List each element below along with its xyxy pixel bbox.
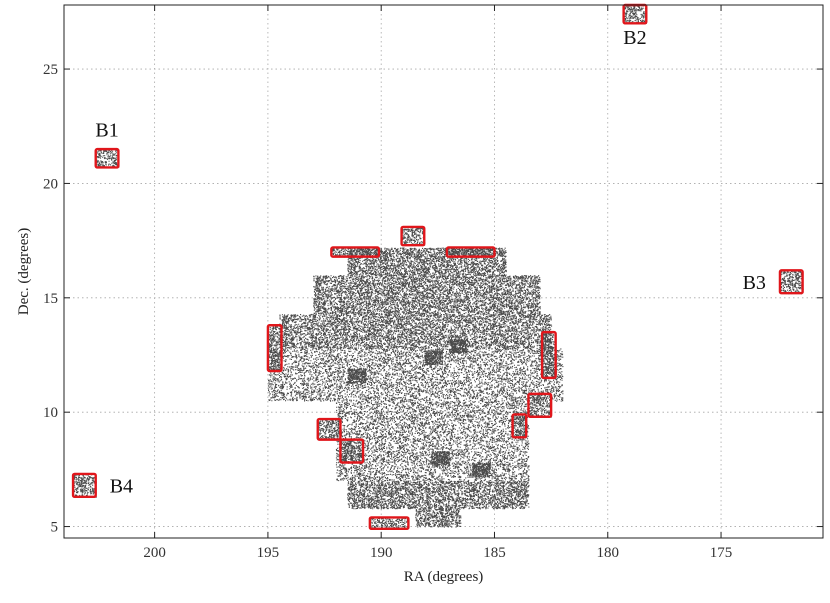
x-tick-label: 185: [483, 545, 506, 561]
y-tick-label: 10: [43, 405, 58, 421]
x-tick-label: 195: [257, 545, 280, 561]
x-tick-label: 175: [710, 545, 733, 561]
y-axis-label: Dec. (degrees): [16, 228, 32, 315]
field-boxes: B1 B2 B3 B4: [71, 3, 804, 531]
y-tick-label: 15: [43, 291, 58, 307]
x-axis-label: RA (degrees): [404, 569, 484, 585]
field-box: [445, 246, 496, 258]
field-box: [540, 330, 557, 380]
field-box: [330, 246, 381, 258]
field-box: [266, 324, 283, 373]
field-box: [316, 417, 342, 441]
galaxy-points: [73, 5, 804, 530]
y-tick-label: 5: [51, 520, 59, 536]
y-tick-label: 20: [43, 176, 58, 192]
field-label-b3: B3: [743, 272, 766, 294]
main-field-points: [73, 5, 804, 530]
plot-frame: [63, 4, 824, 539]
field-box: [527, 392, 553, 418]
field-box: [511, 413, 528, 439]
field-label-b1: B1: [95, 119, 118, 141]
y-tick-label: 25: [43, 62, 58, 78]
field-label-b2: B2: [623, 27, 646, 49]
x-tick-label: 200: [143, 545, 166, 561]
field-box-b3: [778, 269, 804, 295]
x-tick-label: 180: [597, 545, 620, 561]
field-box: [400, 225, 426, 247]
field-label-b4: B4: [110, 475, 133, 497]
axis-ticks: 200 195 190 185 180 175 5 10 15 20 25: [43, 5, 823, 561]
field-box-b1: [94, 147, 120, 169]
field-box-b4: [71, 472, 97, 499]
field-box: [368, 516, 410, 531]
field-box: [339, 438, 365, 464]
x-tick-label: 190: [370, 545, 393, 561]
